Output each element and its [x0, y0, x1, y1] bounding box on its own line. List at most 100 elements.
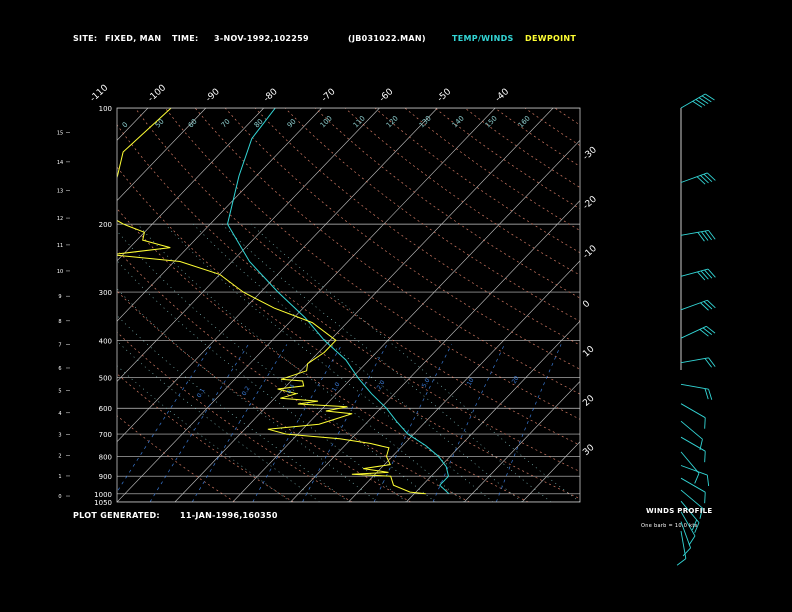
dry-adiabat: [194, 108, 580, 395]
theta-label: 0: [121, 121, 130, 130]
wind-barb-flag: [695, 99, 706, 106]
altitude-tick-label: 8: [58, 319, 61, 325]
dry-adiabat: [284, 108, 580, 322]
dewpoint-line: [117, 108, 426, 495]
wind-barb-flag: [699, 507, 703, 519]
dry-adiabat: [117, 373, 294, 502]
wind-barb-flag: [697, 232, 705, 242]
mixing-ratio-line: [149, 344, 249, 502]
wind-barb-flag: [704, 451, 706, 463]
file-name: (JB031022.MAN): [348, 34, 426, 43]
theta-label: 50: [154, 117, 166, 129]
wind-barb-flag: [698, 97, 709, 105]
plot-frame: [116, 107, 581, 503]
right-isotherm-label: -30: [581, 145, 599, 162]
mixing-ratio-line: [117, 344, 213, 493]
altitude-tick-label: 0: [58, 494, 61, 500]
mixing-ratio-line: [432, 344, 505, 502]
wind-barb-flag: [708, 230, 716, 240]
dry-adiabat: [117, 208, 529, 502]
dry-adiabat: [117, 124, 580, 473]
temperature-line: [226, 108, 450, 495]
plot-generated-label: PLOT GENERATED:: [73, 511, 160, 520]
dry-adiabat: [254, 108, 580, 346]
wind-barb-flag: [704, 492, 706, 504]
site-label: SITE:: [73, 34, 98, 43]
wind-barb-flag: [708, 357, 716, 367]
wind-barb-flag: [701, 95, 712, 103]
isotherm-line: [406, 320, 580, 502]
wind-barb-flag: [692, 100, 703, 108]
dry-adiabat: [134, 108, 580, 446]
mixing-ratio-label: 1.0: [331, 381, 342, 393]
mixing-ratio-line: [191, 344, 288, 502]
wind-barb-staff: [680, 230, 709, 236]
wind-barb-staff: [680, 383, 709, 390]
dry-adiabat: [585, 108, 792, 502]
dry-adiabat: [524, 108, 580, 146]
mixing-ratio-line: [302, 344, 388, 502]
wind-barb-staff: [680, 325, 707, 339]
top-isotherm-label: -100: [146, 83, 168, 104]
theta-label: 160: [517, 114, 532, 129]
site-value: FIXED, MAN: [105, 34, 162, 43]
wind-profile: [676, 93, 716, 566]
wind-barb-flag: [688, 535, 696, 546]
altitude-tick-label: 13: [57, 188, 63, 194]
moist-adiabat: [117, 340, 320, 502]
dry-adiabat: [434, 108, 580, 210]
isotherm-line: [117, 108, 264, 262]
dry-adiabat: [344, 108, 580, 276]
wind-barb-staff: [680, 172, 708, 183]
isotherm-line: [117, 108, 207, 202]
wind-barb-flag: [702, 327, 713, 335]
wind-barb-flag: [682, 547, 691, 557]
dry-adiabat: [117, 249, 470, 502]
top-isotherm-label: -80: [262, 87, 280, 104]
dry-adiabat: [494, 108, 580, 167]
altitude-tick-label: 15: [57, 130, 63, 136]
dry-adiabat: [117, 166, 580, 500]
wind-barb-staff: [680, 420, 703, 440]
wind-barb-staff: [680, 451, 700, 474]
isotherm-line: [290, 200, 580, 502]
isotherm-line: [0, 108, 32, 502]
altitude-tick-label: 2: [58, 453, 61, 459]
pressure-tick-label: 1000: [94, 491, 112, 499]
pressure-tick-label: 1050: [94, 499, 112, 507]
wind-barb-flag: [700, 302, 709, 311]
wind-barb-flag: [703, 173, 713, 182]
pressure-tick-label: 200: [99, 221, 112, 229]
moist-adiabat: [117, 365, 291, 502]
right-isotherm-label: -10: [581, 244, 599, 261]
right-isotherm-label: 20: [581, 393, 596, 408]
top-isotherm-label: -70: [320, 87, 338, 104]
isotherm-line: [117, 108, 149, 141]
wind-barb-flag: [694, 473, 700, 484]
wind-barb-staff: [680, 530, 687, 559]
wind-barb-staff: [680, 511, 696, 537]
wind-barb-flag: [707, 268, 716, 278]
legend-dewpoint: DEWPOINT: [525, 34, 577, 43]
wind-barb-flag: [704, 388, 709, 400]
theta-label: 140: [451, 114, 466, 129]
wind-barb-staff: [680, 489, 703, 509]
wind-barb-flag: [701, 231, 709, 241]
wind-barb-flag: [696, 176, 706, 185]
altitude-tick-label: 10: [57, 269, 63, 275]
pressure-tick-label: 800: [99, 453, 112, 461]
wind-barb-staff: [680, 477, 706, 493]
isotherm-line: [117, 108, 438, 443]
mixing-ratio-label: 2.0: [376, 379, 387, 391]
pressure-tick-label: 100: [99, 105, 112, 113]
series-layer: [117, 108, 450, 495]
theta-label: 70: [220, 117, 232, 129]
moist-adiabat: [164, 223, 494, 502]
wind-barb-staff: [680, 403, 706, 419]
altitude-tick-label: 5: [58, 389, 61, 395]
moist-adiabat: [137, 223, 465, 502]
wind-barb-flag: [691, 519, 698, 531]
theta-label: 150: [484, 114, 499, 129]
mixing-ratio-label: 20: [511, 375, 521, 385]
altitude-tick-label: 4: [58, 411, 61, 417]
